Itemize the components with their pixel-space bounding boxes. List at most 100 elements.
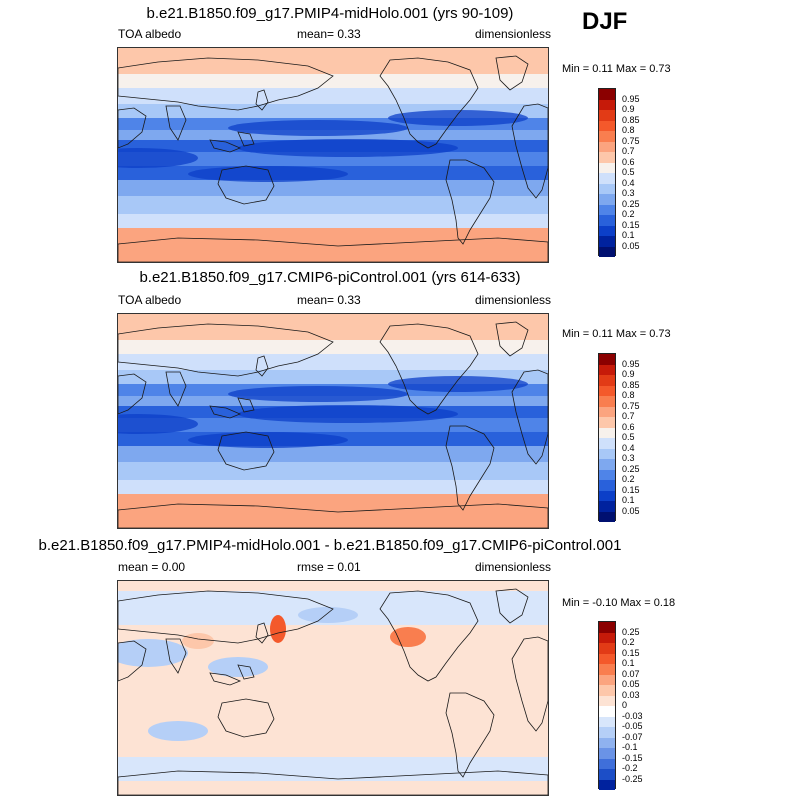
panel-1-band bbox=[118, 228, 548, 262]
panel-3-coastline bbox=[165, 638, 187, 674]
panel-2-colorbar-label: 0.4 bbox=[622, 442, 635, 453]
panel-1-coastline bbox=[118, 107, 147, 149]
panel-2-colorbar-swatch bbox=[599, 375, 615, 386]
panel-3-colorbar-label: 0.1 bbox=[622, 658, 635, 668]
panel-1-colorbar-label: 0.2 bbox=[622, 209, 635, 219]
panel-3-colorbar-swatch bbox=[599, 653, 615, 664]
panel-2-band bbox=[118, 314, 548, 340]
panel-3-colorbar-label: -0.05 bbox=[622, 721, 643, 731]
panel-1-minmax: Min = 0.11 Max = 0.73 bbox=[562, 63, 671, 75]
panel-3-coastline bbox=[118, 770, 548, 795]
panel-2-colorbar-swatch bbox=[599, 406, 615, 417]
panel-3-colorbar-label: 0 bbox=[622, 700, 628, 710]
panel-3-colorbar-swatch bbox=[599, 695, 615, 706]
panel-3-colorbar-swatch bbox=[599, 632, 615, 643]
panel-1-colorbar-label: 0.1 bbox=[622, 230, 635, 240]
panel-2-band bbox=[118, 418, 548, 432]
panel-2-colorbar-swatch bbox=[599, 490, 615, 501]
panel-3-coastline bbox=[237, 664, 255, 680]
panel-1-colorbar-swatch bbox=[599, 152, 615, 163]
panel-2-colorbar-label: 0.2 bbox=[622, 474, 635, 484]
panel-3-positive-patch bbox=[270, 615, 286, 643]
panel-2-colorbar-swatch bbox=[599, 469, 615, 480]
panel-2-coastline bbox=[118, 503, 548, 528]
panel-2-colorbar-swatch bbox=[599, 385, 615, 396]
panel-2-colorbar-swatch bbox=[599, 448, 615, 459]
panel-1-coastline bbox=[118, 237, 548, 262]
panel-3-coastline bbox=[379, 590, 479, 682]
panel-2-coastline bbox=[118, 323, 334, 377]
panel-2-coastline bbox=[445, 425, 495, 511]
panel-3-colorbar-label: 0.05 bbox=[622, 679, 640, 689]
panel-1-variable-label: TOA albedo bbox=[118, 27, 182, 41]
panel-2-colorbar-swatch bbox=[599, 511, 615, 522]
panel-3-units-label: dimensionless bbox=[475, 560, 552, 574]
panel-2-colorbar-swatch bbox=[599, 480, 615, 491]
panel-2-band bbox=[118, 494, 548, 528]
panel-1-colorbar-swatch bbox=[599, 183, 615, 194]
panel-1-colorbar-swatch bbox=[599, 173, 615, 184]
panel-2-colorbar-label: 0.1 bbox=[622, 495, 635, 505]
panel-3-minmax: Min = -0.10 Max = 0.18 bbox=[562, 597, 676, 609]
panel-2-band bbox=[118, 354, 548, 370]
panel-3-colorbar-swatch bbox=[599, 727, 615, 738]
panel-2-coastline bbox=[118, 373, 147, 415]
panel-3-colorbar-label: -0.03 bbox=[622, 710, 643, 721]
panel-2-mean-label: mean= 0.33 bbox=[297, 293, 361, 307]
panel-2-coastline bbox=[379, 323, 479, 415]
panel-3-colorbar-swatch bbox=[599, 685, 615, 696]
panel-3-rmse-label: rmse = 0.01 bbox=[297, 560, 361, 574]
panel-3-colorbar-swatches bbox=[598, 621, 616, 790]
panel-2-colorbar-label: 0.85 bbox=[622, 379, 640, 390]
panel-1-colorbar-swatch bbox=[599, 225, 615, 236]
panel-1-colorbar-label: 0.9 bbox=[622, 104, 635, 114]
panel-1-dark-patch bbox=[388, 110, 528, 126]
panel-2-colorbar-swatch bbox=[599, 417, 615, 428]
panel-3-colorbar-swatch bbox=[599, 643, 615, 654]
panel-1-colorbar-label: 0.7 bbox=[622, 146, 635, 156]
panel-2-coastline bbox=[217, 431, 275, 471]
panel-3-mean-label: mean = 0.00 bbox=[118, 560, 186, 574]
panel-2-map bbox=[117, 313, 549, 529]
panel-2-colorbar-label: 0.25 bbox=[622, 463, 640, 474]
panel-2-colorbar-label: 0.05 bbox=[622, 505, 640, 516]
panel-2-coastline bbox=[511, 369, 548, 465]
panel-3-colorbar-label: 0.03 bbox=[622, 689, 640, 700]
panel-2-dark-patch bbox=[228, 386, 408, 402]
panel-1-colorbar-swatch bbox=[599, 215, 615, 226]
panel-1-colorbar-label: 0.75 bbox=[622, 135, 640, 146]
panel-2-coastline bbox=[209, 405, 242, 419]
panel-2-minmax: Min = 0.11 Max = 0.73 bbox=[562, 328, 671, 340]
panel-1-colorbar-swatch bbox=[599, 89, 615, 100]
panel-1-coastline bbox=[118, 57, 334, 111]
panel-3-coastline bbox=[495, 588, 529, 624]
panel-2-colorbar-swatch bbox=[599, 459, 615, 470]
panel-1-map bbox=[117, 47, 549, 263]
panel-1-colorbar-label: 0.95 bbox=[622, 93, 640, 104]
panel-2-dark-patch bbox=[238, 405, 458, 423]
panel-3-coastline bbox=[511, 636, 548, 732]
panel-2-colorbar-label: 0.8 bbox=[622, 390, 635, 400]
panel-3-colorbar-label: 0.07 bbox=[622, 668, 640, 679]
panel-3-colorbar-label: 0.2 bbox=[622, 637, 635, 647]
panel-2-colorbar-label: 0.7 bbox=[622, 411, 635, 421]
panel-3-coastline bbox=[209, 672, 242, 686]
panel-1-dark-patch bbox=[228, 120, 408, 136]
panel-1-colorbar-swatches bbox=[598, 88, 616, 257]
panel-1-band bbox=[118, 48, 548, 74]
panel-2-colorbar-label: 0.9 bbox=[622, 369, 635, 379]
panel-2-colorbar-swatch bbox=[599, 364, 615, 375]
panel-1-coastline bbox=[255, 89, 269, 111]
panel-1-coastline bbox=[379, 57, 479, 149]
panel-1-mean-label: mean= 0.33 bbox=[297, 27, 361, 41]
panel-3-negative-patch bbox=[208, 657, 268, 677]
panel-3-negative-patch bbox=[298, 607, 358, 623]
panel-3-positive-patch bbox=[390, 627, 426, 647]
panel-1-colorbar-label: 0.8 bbox=[622, 125, 635, 135]
panel-3-positive-patch bbox=[182, 633, 214, 649]
panel-2-colorbar-swatch bbox=[599, 501, 615, 512]
panel-2-units-label: dimensionless bbox=[475, 293, 552, 307]
panel-2-band bbox=[118, 462, 548, 480]
panel-1-units-label: dimensionless bbox=[475, 27, 552, 41]
panel-2-dark-patch bbox=[388, 376, 528, 392]
